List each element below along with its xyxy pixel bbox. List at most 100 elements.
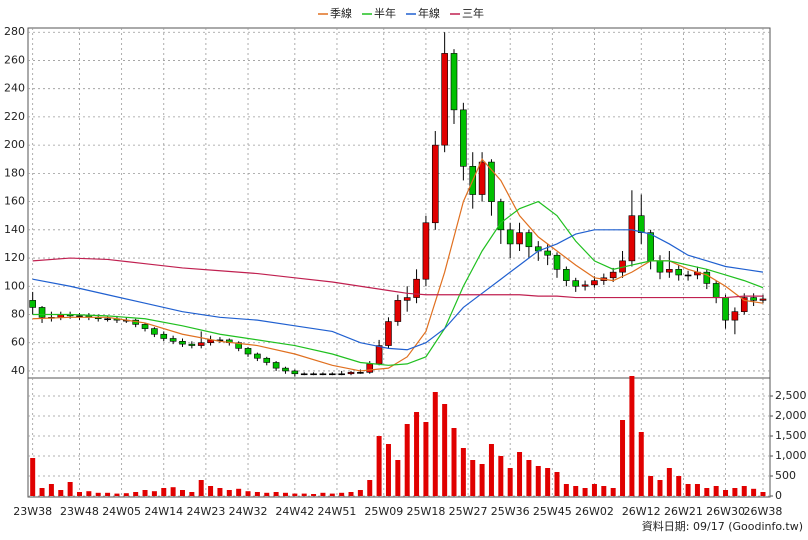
candle-body [488,161,495,202]
candle-body [188,343,196,346]
candle-body [516,232,523,245]
candle-body [291,370,299,375]
plot-frame [27,27,771,498]
volume-bar [582,488,588,496]
candle-body [338,373,345,376]
candle-body [394,300,402,322]
y-tick-label: 200 [4,138,25,151]
candle-body [179,341,186,345]
volume-bar [142,490,148,496]
volume-bar [545,468,551,496]
candle-body [328,373,336,376]
volume-bar [30,458,36,496]
candle-body [310,373,317,376]
x-tick-label: 24W42 [275,505,314,518]
y2-tick-label: 1,500 [775,429,807,442]
volume-bar [676,476,682,496]
volume-bar [554,472,560,496]
volume-bar [348,492,354,496]
candle-body [675,269,683,276]
x-tick-label: 25W36 [491,505,530,518]
volume-bar [620,420,626,496]
candle-body [272,362,280,369]
candle-body [441,53,448,146]
y2-tick-label: 500 [775,469,796,482]
volume-bar [86,491,92,496]
ma-line [32,200,764,366]
candle-body [422,222,430,280]
legend-label: 三年 [462,6,484,20]
volume-bar [610,488,616,496]
volume-bar [423,422,429,496]
volume-bar [760,492,766,496]
candle-body [497,201,505,231]
candle-body [628,215,636,262]
volume-bar [563,484,569,496]
candle-body [740,297,748,312]
y-tick-label: 100 [4,279,25,292]
candle-body [300,373,308,376]
candle-body [431,144,439,224]
volume-bar [573,486,579,496]
volume-bar [161,488,167,496]
candle-body [656,260,664,273]
volume-bar [470,460,476,496]
volume-bar [704,488,710,496]
volume-bar [385,444,391,496]
x-tick-label: 23W38 [13,505,52,518]
volume-bar [395,460,401,496]
volume-bar [479,464,485,496]
candle-body [375,345,383,365]
volume-bar [591,484,597,496]
y2-tick-label: 0 [775,489,782,502]
volume-bar [367,480,373,496]
volume-bar [451,428,457,496]
candle-body [29,300,36,308]
x-tick-label: 23W48 [60,505,99,518]
volume-bar [67,482,73,496]
candle-body [666,269,673,273]
candle-body [684,274,692,277]
candle-body [151,328,158,335]
x-tick-label: 26W21 [664,505,703,518]
y-tick-label: 180 [4,166,25,179]
volume-bar [301,493,307,496]
candle-body [731,311,739,321]
y2-tick-label: 1,000 [775,449,807,462]
volume-bar [357,490,363,496]
volume-bar [320,492,326,496]
x-tick-label: 25W09 [364,505,403,518]
candle-body [385,321,392,346]
volume-bar [638,432,644,496]
candle-body [141,324,149,329]
volume-bar [666,468,672,496]
candle-body [637,215,645,233]
candle-body [722,297,729,321]
y-tick-label: 60 [11,336,25,349]
candle-body [197,342,205,346]
y-tick-label: 120 [4,251,25,264]
legend-label: 半年 [374,6,396,20]
volume-bar [48,484,54,496]
candle-body [357,372,364,374]
volume-bar [217,488,223,496]
x-tick-label: 26W38 [744,505,783,518]
volume-bar [292,493,298,496]
x-tick-label: 26W30 [706,505,745,518]
y-tick-label: 260 [4,53,25,66]
volume-bar [254,492,260,496]
volume-bar [105,492,111,496]
candle-body [366,363,374,373]
y-tick-label: 240 [4,82,25,95]
x-tick-label: 24W05 [102,505,141,518]
volume-bar [526,460,532,496]
candle-body [282,367,289,372]
volume-bar [264,492,270,496]
legend-label: 年線 [418,6,440,20]
y2-tick-label: 2,000 [775,409,807,422]
volume-bar [123,493,129,496]
volume-bar [713,486,719,496]
candle-body [263,357,271,363]
x-tick-label: 25W27 [449,505,488,518]
candle-body [525,232,533,248]
